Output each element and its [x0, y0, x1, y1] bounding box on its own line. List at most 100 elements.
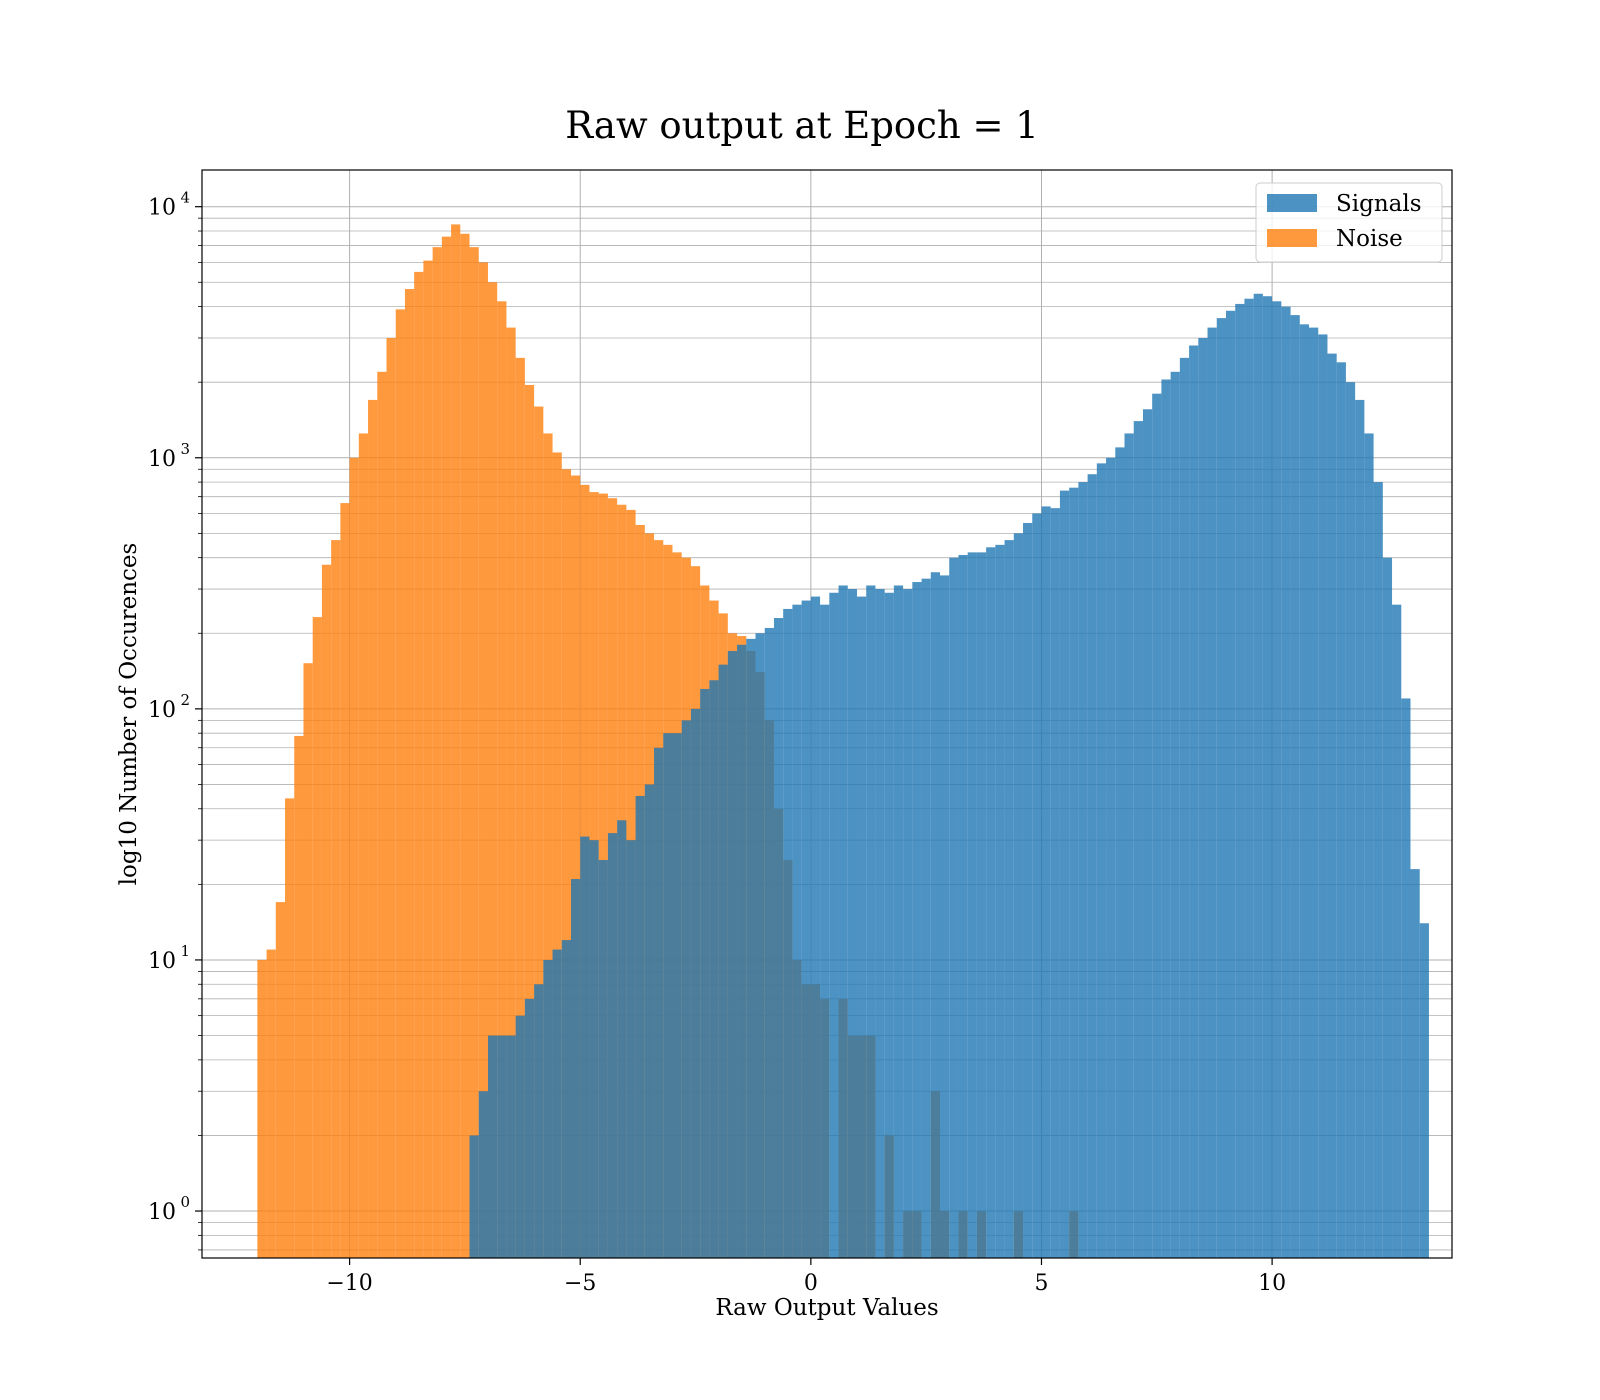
histogram-bar-signals	[681, 720, 691, 1258]
histogram-bar-signals	[561, 940, 572, 1258]
histogram-bar-signals	[626, 840, 636, 1258]
x-tick-label: −10	[326, 1271, 372, 1296]
x-tick-label: 10	[1258, 1271, 1286, 1296]
histogram-bar-signals	[1290, 315, 1300, 1259]
histogram-bar-signals	[1364, 433, 1374, 1258]
histogram-bar-signals	[1004, 540, 1014, 1258]
histogram-bar-signals	[1272, 301, 1282, 1258]
histogram-bar-signals	[543, 959, 553, 1258]
histogram-bar-signals	[1106, 457, 1116, 1258]
legend: Signals Noise	[1255, 182, 1443, 263]
histogram-bar-signals	[1096, 463, 1107, 1258]
histogram-bar-noise	[386, 337, 396, 1258]
histogram-bar-signals	[976, 552, 987, 1258]
x-tick-label: 5	[1034, 1271, 1048, 1296]
histogram-bar-signals	[654, 747, 664, 1258]
histogram-bar-noise	[303, 663, 313, 1258]
histogram-bar-signals	[1087, 474, 1097, 1258]
histogram-bar-signals	[1244, 298, 1254, 1258]
histogram-bar-signals	[1327, 353, 1337, 1259]
y-tick-exponent: 0	[180, 1193, 190, 1211]
histogram-bar-noise	[349, 457, 359, 1258]
histogram-bar-signals	[1373, 482, 1383, 1259]
histogram-bar-signals	[709, 680, 719, 1258]
histogram-bar-signals	[1133, 421, 1143, 1258]
histogram-bar-signals	[1225, 310, 1236, 1258]
histogram-bar-signals	[847, 589, 857, 1258]
histogram-bar-signals	[930, 572, 941, 1258]
histogram-bar-signals	[1235, 303, 1245, 1259]
histogram-bar-signals	[755, 633, 765, 1258]
histogram-bar-signals	[607, 833, 618, 1258]
histogram-bar-signals	[1207, 327, 1217, 1258]
histogram-bar-noise	[331, 540, 341, 1258]
histogram-bar-signals	[773, 618, 784, 1258]
histogram-bar-signals	[958, 554, 968, 1258]
y-tick-label: 10	[148, 949, 176, 974]
histogram-bar-noise	[524, 384, 535, 1259]
histogram-bar-noise	[368, 399, 378, 1258]
histogram-bar-noise	[451, 224, 461, 1259]
histogram-bar-noise	[321, 564, 332, 1258]
histogram-bar-signals	[829, 592, 839, 1258]
histogram-bar-noise	[404, 289, 415, 1258]
histogram-bar-noise	[312, 617, 322, 1258]
histogram-bar-signals	[1336, 362, 1346, 1258]
histogram-bar-signals	[912, 582, 922, 1258]
histogram-bar-signals	[700, 688, 710, 1258]
histogram-bar-signals	[478, 1091, 488, 1258]
histogram-bar-noise	[377, 371, 387, 1259]
histogram-bar-noise	[515, 357, 525, 1258]
y-tick-label: 10	[148, 1200, 176, 1225]
histogram-bar-signals	[1419, 923, 1429, 1258]
histogram-bar-signals	[1198, 337, 1208, 1258]
histogram-bar-noise	[497, 301, 507, 1258]
histogram-bar-signals	[940, 575, 950, 1258]
histogram-bar-signals	[1189, 345, 1199, 1259]
y-tick-label: 10	[148, 196, 176, 221]
histogram-bar-noise	[266, 949, 276, 1258]
histogram-bar-noise	[506, 327, 516, 1258]
histogram-bar-signals	[801, 600, 811, 1258]
histogram-bar-noise	[423, 260, 433, 1258]
histogram-bar-noise	[552, 452, 562, 1259]
histogram-bar-signals	[469, 1135, 479, 1258]
histogram-bar-noise	[487, 282, 498, 1258]
histogram-bar-noise	[358, 433, 369, 1258]
histogram-bar-noise	[340, 503, 350, 1259]
histogram-bar-noise	[285, 798, 295, 1258]
histogram-bar-noise	[460, 233, 470, 1258]
histogram-bar-signals	[1355, 399, 1365, 1258]
histogram-bar-signals	[1410, 869, 1420, 1258]
histogram-bar-signals	[1318, 334, 1328, 1258]
histogram-bar-noise	[294, 735, 304, 1258]
histogram-bar-signals	[1262, 296, 1273, 1259]
histogram-bar-signals	[792, 604, 802, 1258]
histogram-bar-signals	[893, 585, 904, 1258]
histogram-bar-signals	[1152, 393, 1162, 1258]
histogram-bar-noise	[534, 406, 544, 1258]
histogram-bar-signals	[727, 650, 738, 1258]
y-tick-exponent: 3	[180, 440, 190, 458]
histogram-bar-signals	[783, 608, 793, 1258]
y-tick-exponent: 4	[180, 189, 190, 207]
histogram-bar-signals	[552, 949, 562, 1258]
histogram-bar-signals	[644, 784, 655, 1258]
histogram-bar-signals	[672, 733, 682, 1258]
histogram-bar-signals	[856, 596, 867, 1258]
histogram-bar-signals	[1115, 447, 1125, 1259]
x-axis-label: Raw Output Values	[715, 1295, 938, 1321]
histogram-bar-signals	[1216, 318, 1226, 1258]
histogram-bar-signals	[875, 589, 885, 1258]
histogram-bar-noise	[414, 271, 424, 1258]
histogram-bar-noise	[561, 469, 572, 1258]
histogram-bar-noise	[469, 247, 479, 1258]
histogram-bar-signals	[1161, 379, 1171, 1259]
histogram-bar-signals	[1013, 533, 1024, 1258]
histogram-bar-signals	[515, 1015, 525, 1258]
histogram-bar-signals	[1179, 357, 1190, 1258]
plot-frame	[201, 169, 1453, 1259]
histogram-bar-signals	[1078, 482, 1088, 1259]
